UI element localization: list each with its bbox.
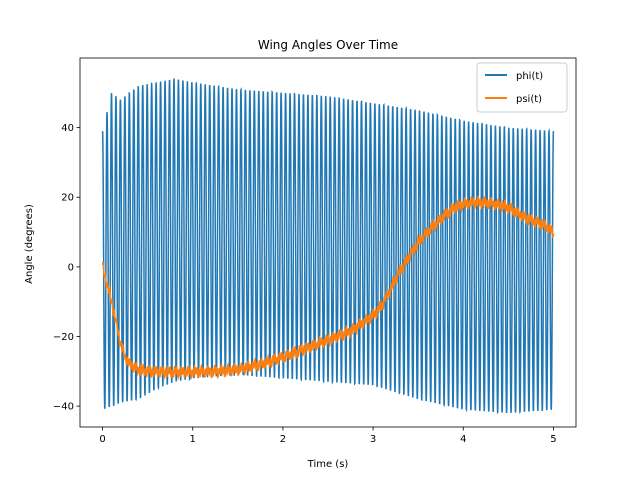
psi-series-line — [101, 194, 555, 381]
x-tick-label: 1 — [190, 434, 196, 445]
x-axis-title: Time (s) — [307, 459, 349, 470]
y-tick-label: −40 — [53, 402, 74, 413]
y-tick-label: −20 — [53, 332, 74, 343]
y-tick-label: 0 — [68, 262, 74, 273]
x-tick-label: 3 — [370, 434, 376, 445]
legend-label-psi: psi(t) — [516, 94, 542, 105]
y-tick-label: 40 — [61, 123, 74, 134]
x-tick-label: 0 — [99, 434, 105, 445]
x-tick-label: 4 — [460, 434, 466, 445]
x-tick-label: 5 — [550, 434, 556, 445]
legend-label-phi: phi(t) — [516, 71, 543, 82]
legend: phi(t) psi(t) — [476, 62, 568, 113]
phi-series-line — [101, 78, 555, 415]
y-axis-title: Angle (degrees) — [24, 204, 35, 284]
y-tick-label: 20 — [61, 193, 74, 204]
plot-frame — [79, 57, 577, 428]
x-tick-label: 2 — [280, 434, 286, 445]
chart-title: Wing Angles Over Time — [258, 38, 398, 52]
